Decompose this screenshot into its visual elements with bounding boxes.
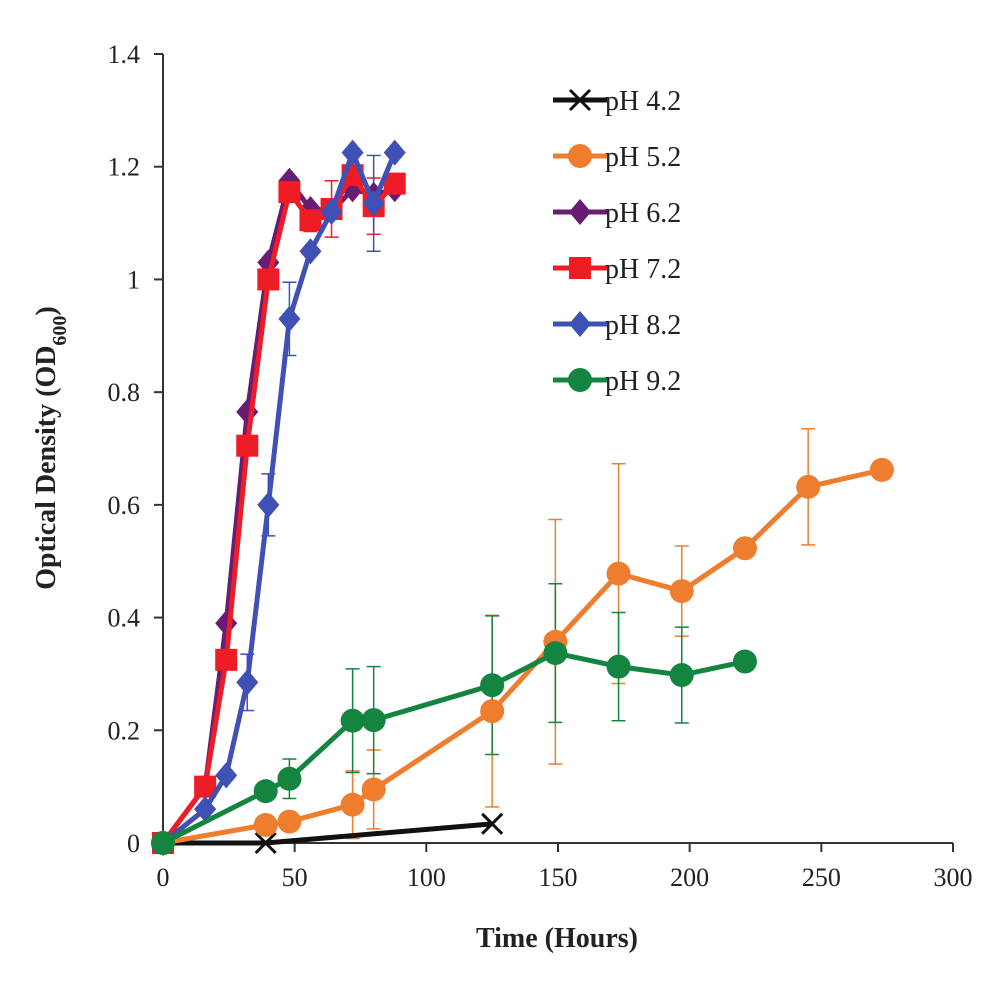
legend-item-ph-7-2: pH 7.2 bbox=[553, 254, 681, 285]
data-point-ph-5-2 bbox=[277, 809, 302, 834]
data-point-ph-8-2 bbox=[362, 190, 385, 217]
legend-item-ph-6-2: pH 6.2 bbox=[553, 198, 681, 229]
legend-label: pH 5.2 bbox=[605, 142, 681, 173]
data-point-ph-5-2 bbox=[340, 792, 365, 817]
data-point-ph-9-2 bbox=[277, 766, 302, 791]
error-bars bbox=[240, 154, 816, 840]
legend-item-ph-9-2: pH 9.2 bbox=[553, 366, 681, 397]
data-point-ph-8-2 bbox=[278, 305, 301, 332]
y-tick-label: 0.4 bbox=[108, 604, 141, 633]
legend: pH 4.2 pH 5.2 pH 6.2 pH 7.2 pH 8.2 pH 9.2 bbox=[553, 86, 681, 397]
x-tick-label: 50 bbox=[282, 863, 308, 892]
data-point-ph-9-2 bbox=[543, 641, 568, 666]
data-point-ph-7-2 bbox=[257, 268, 280, 291]
series-line-ph-9-2 bbox=[161, 650, 746, 846]
data-point-ph-8-2 bbox=[320, 198, 343, 225]
y-tick-label: 0 bbox=[127, 829, 140, 858]
data-point-ph-5-2 bbox=[732, 536, 757, 561]
data-point-ph-9-2 bbox=[340, 708, 365, 733]
data-point-ph-5-2 bbox=[796, 474, 821, 499]
series-ph-8-2 bbox=[152, 139, 406, 856]
data-point-ph-7-2 bbox=[299, 209, 322, 232]
legend-marker bbox=[569, 257, 591, 279]
series-ph-9-2 bbox=[151, 641, 757, 855]
legend-label: pH 8.2 bbox=[605, 310, 681, 341]
data-point-ph-7-2 bbox=[236, 434, 259, 457]
x-tick-label: 200 bbox=[670, 863, 709, 892]
data-point-ph-7-2 bbox=[215, 648, 238, 671]
data-point-ph-8-2 bbox=[341, 139, 364, 166]
x-tick-label: 250 bbox=[802, 863, 841, 892]
data-point-ph-5-2 bbox=[480, 699, 505, 724]
legend-label: pH 7.2 bbox=[605, 254, 681, 285]
data-point-ph-5-2 bbox=[606, 561, 631, 586]
y-tick-label: 0.2 bbox=[108, 716, 141, 745]
legend-marker bbox=[568, 144, 592, 168]
x-tick-label: 0 bbox=[157, 863, 170, 892]
legend-label: pH 4.2 bbox=[605, 86, 681, 117]
data-point-ph-6-2 bbox=[215, 610, 238, 637]
data-point-ph-9-2 bbox=[669, 663, 694, 688]
legend-item-ph-4-2: pH 4.2 bbox=[553, 86, 681, 117]
y-axis-title: Optical Density (OD600) bbox=[31, 306, 71, 590]
series-line-ph-8-2 bbox=[161, 150, 398, 845]
y-tick-label: 1.4 bbox=[108, 40, 141, 69]
data-point-ph-9-2 bbox=[480, 673, 505, 698]
data-point-ph-9-2 bbox=[732, 649, 757, 674]
data-point-ph-9-2 bbox=[151, 831, 175, 855]
legend-marker bbox=[568, 88, 592, 112]
data-point-ph-9-2 bbox=[606, 654, 631, 679]
axes: 0 50 100 150 200 250 300 0 0.2 0.4 0.6 0.8 1 1.2 1.4 bbox=[108, 40, 973, 892]
data-point-ph-5-2 bbox=[869, 457, 894, 482]
data-point-ph-4-2 bbox=[481, 812, 504, 835]
data-point-ph-8-2 bbox=[215, 762, 238, 789]
legend-marker bbox=[568, 368, 592, 392]
y-tick-label: 1.2 bbox=[108, 153, 141, 182]
data-point-ph-7-2 bbox=[383, 172, 406, 195]
data-point-ph-7-2 bbox=[278, 181, 301, 204]
y-tick-label: 0.8 bbox=[108, 378, 141, 407]
x-tick-label: 300 bbox=[934, 863, 973, 892]
legend-item-ph-5-2: pH 5.2 bbox=[553, 142, 681, 173]
data-point-ph-8-2 bbox=[383, 139, 406, 166]
legend-item-ph-8-2: pH 8.2 bbox=[553, 310, 681, 341]
y-tick-label: 0.6 bbox=[108, 491, 141, 520]
data-point-ph-8-2 bbox=[194, 796, 217, 823]
data-point-ph-9-2 bbox=[253, 779, 278, 804]
x-marker-stroke bbox=[481, 812, 504, 835]
legend-label: pH 9.2 bbox=[605, 366, 681, 397]
y-axis-title-main: Optical Density (OD bbox=[31, 346, 62, 590]
legend-marker bbox=[569, 311, 591, 337]
data-point-ph-8-2 bbox=[236, 669, 259, 696]
data-point-ph-9-2 bbox=[361, 708, 386, 733]
x-marker-stroke bbox=[254, 831, 277, 855]
x-marker-stroke bbox=[568, 88, 592, 112]
data-point-ph-8-2 bbox=[299, 238, 322, 265]
x-axis-title: Time (Hours) bbox=[476, 923, 638, 954]
y-tick-label: 1 bbox=[127, 265, 140, 294]
data-point-ph-5-2 bbox=[669, 579, 694, 604]
data-point-ph-5-2 bbox=[361, 777, 386, 802]
data-point-ph-8-2 bbox=[257, 491, 280, 518]
legend-marker bbox=[569, 199, 591, 225]
series-lines bbox=[151, 139, 894, 856]
y-axis-title-close: ) bbox=[31, 306, 62, 315]
legend-label: pH 6.2 bbox=[605, 198, 681, 229]
x-tick-label: 150 bbox=[539, 863, 578, 892]
data-point-ph-5-2 bbox=[253, 812, 278, 837]
x-tick-label: 100 bbox=[407, 863, 446, 892]
data-point-ph-4-2 bbox=[254, 831, 277, 855]
data-point-ph-7-2 bbox=[194, 775, 217, 798]
y-axis-title-subscript: 600 bbox=[49, 316, 71, 346]
